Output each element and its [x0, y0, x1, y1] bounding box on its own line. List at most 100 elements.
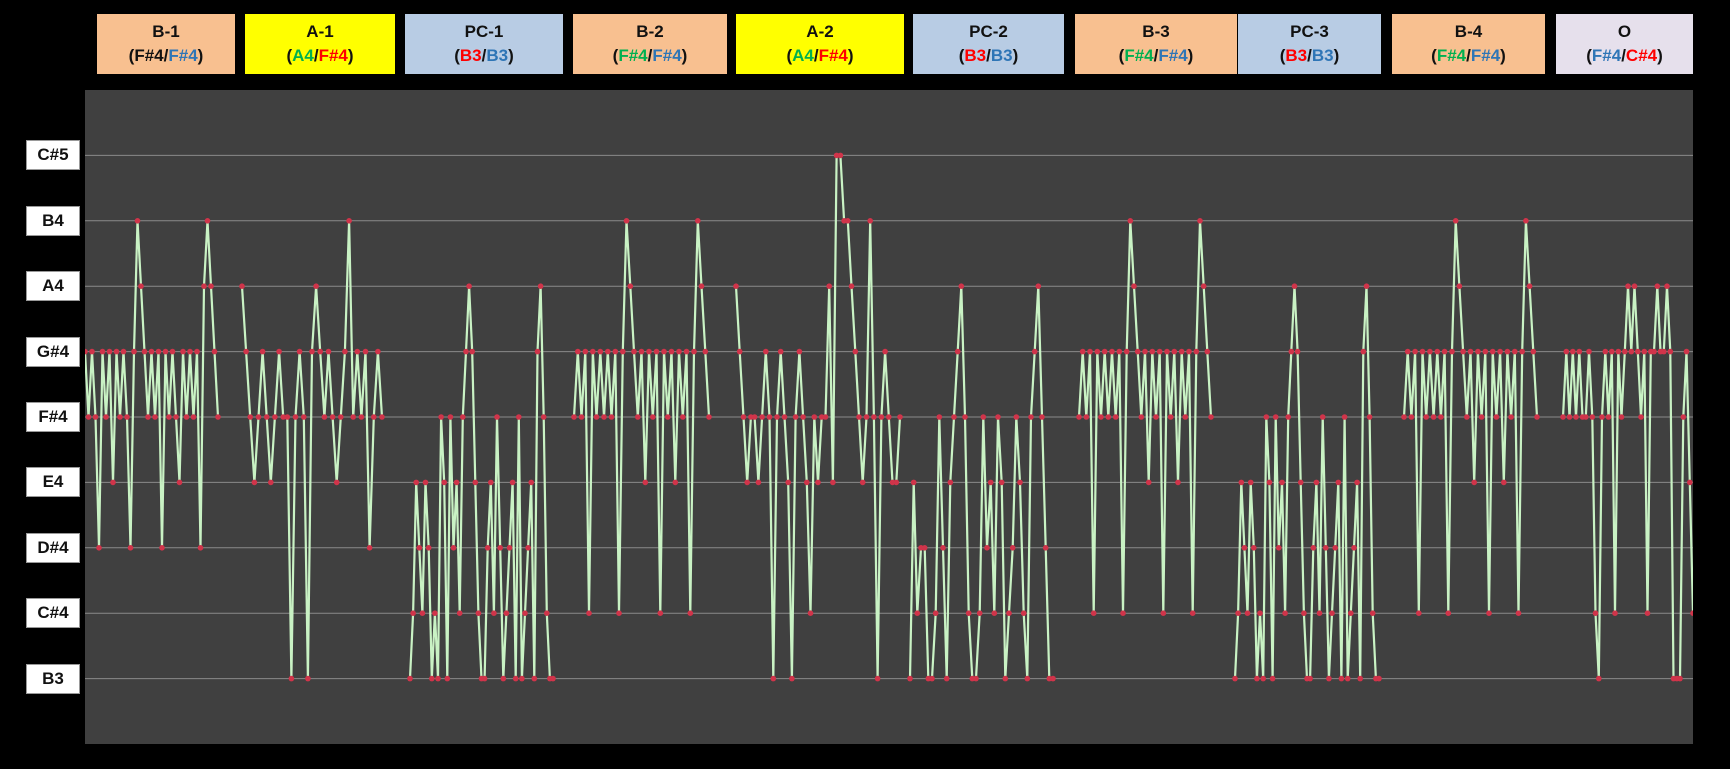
- data-point: [672, 479, 679, 486]
- section-note-1: F#4: [134, 46, 164, 65]
- data-point: [837, 152, 844, 159]
- data-point: [897, 414, 903, 420]
- data-point: [516, 414, 522, 420]
- data-point: [781, 414, 788, 420]
- data-point: [1583, 414, 1589, 420]
- data-point: [1145, 479, 1152, 486]
- data-point: [201, 283, 207, 289]
- data-point: [268, 479, 274, 486]
- data-point: [1024, 675, 1031, 682]
- section-header-6: PC-2 (B3/B3): [913, 14, 1064, 74]
- data-point: [1009, 545, 1016, 551]
- data-point: [463, 348, 469, 355]
- section-close-paren: ): [197, 46, 204, 65]
- data-point: [288, 675, 295, 682]
- data-point: [422, 479, 429, 486]
- data-point: [1456, 283, 1463, 289]
- data-point: [453, 479, 460, 486]
- data-point: [766, 414, 773, 420]
- data-point: [932, 610, 939, 616]
- section-close-paren: ): [847, 46, 854, 65]
- data-point: [447, 414, 454, 420]
- data-point: [940, 545, 946, 551]
- data-point: [1251, 545, 1257, 551]
- data-point: [921, 545, 928, 551]
- data-point: [646, 348, 652, 355]
- data-point: [1664, 283, 1670, 289]
- data-point: [1098, 414, 1104, 420]
- data-point: [1661, 348, 1667, 355]
- data-point: [859, 479, 866, 486]
- data-point: [578, 414, 585, 420]
- data-point: [676, 348, 682, 355]
- data-point: [1310, 545, 1317, 551]
- section-separator: /: [481, 46, 487, 65]
- data-point: [1530, 348, 1537, 355]
- section-separator: /: [1153, 46, 1159, 65]
- data-point: [466, 283, 472, 289]
- data-point: [350, 414, 357, 420]
- data-point: [907, 675, 913, 682]
- data-point: [631, 348, 637, 355]
- data-point: [325, 348, 332, 355]
- data-point: [1493, 414, 1500, 420]
- data-point: [1631, 283, 1638, 289]
- section-open-paren: (: [128, 46, 135, 65]
- data-point: [1605, 414, 1612, 420]
- data-point: [259, 348, 266, 355]
- section-note-2: F#4: [652, 46, 682, 65]
- data-point: [815, 479, 821, 486]
- data-point: [789, 675, 795, 682]
- data-point: [987, 479, 994, 486]
- data-point: [1464, 414, 1470, 420]
- data-point: [871, 414, 877, 420]
- data-point: [1109, 348, 1115, 355]
- data-point: [197, 545, 204, 551]
- section-note-2: B3: [990, 46, 1013, 65]
- data-point: [1232, 675, 1238, 682]
- data-point: [444, 675, 451, 682]
- data-point: [469, 348, 476, 355]
- data-point: [309, 348, 315, 355]
- data-point: [1197, 218, 1203, 224]
- data-point: [131, 348, 137, 355]
- data-point: [85, 414, 92, 420]
- data-point: [1341, 414, 1348, 420]
- data-point: [770, 675, 777, 682]
- section-note-1: F#4: [618, 46, 648, 65]
- data-point: [141, 348, 148, 355]
- data-point: [1335, 479, 1342, 486]
- y-tick-label-b3: B3: [26, 663, 80, 694]
- data-point: [620, 348, 626, 355]
- data-point: [785, 479, 791, 486]
- data-point: [597, 348, 604, 355]
- data-point: [544, 610, 550, 616]
- section-header-4: B-2 (F#4/F#4): [573, 14, 727, 74]
- data-point: [650, 414, 656, 420]
- data-point: [519, 675, 525, 682]
- data-point: [1263, 414, 1270, 420]
- data-point: [375, 348, 381, 355]
- data-point: [1039, 414, 1045, 420]
- data-point: [1013, 414, 1020, 420]
- data-point: [973, 675, 979, 682]
- data-point: [1599, 414, 1605, 420]
- data-point: [475, 610, 482, 616]
- data-point: [962, 414, 968, 420]
- data-point: [272, 414, 278, 420]
- data-point: [503, 610, 510, 616]
- section-note-1: B3: [1285, 46, 1308, 65]
- data-point: [733, 283, 739, 289]
- data-point: [575, 348, 581, 355]
- data-point: [317, 348, 323, 355]
- data-point: [362, 348, 369, 355]
- section-notes: (B3/B3): [405, 44, 563, 68]
- data-point: [1156, 348, 1163, 355]
- section-name: A-2: [806, 22, 834, 41]
- data-point: [484, 545, 491, 551]
- data-point: [537, 283, 544, 289]
- data-point: [1076, 414, 1082, 420]
- data-point: [998, 479, 1005, 486]
- data-point: [627, 283, 634, 289]
- data-point: [162, 348, 169, 355]
